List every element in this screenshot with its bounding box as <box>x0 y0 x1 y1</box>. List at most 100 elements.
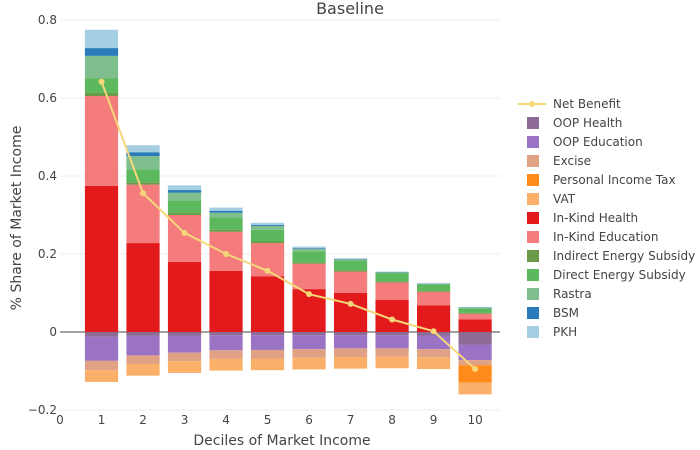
bar-vat <box>250 358 285 371</box>
bar-excise <box>375 348 409 357</box>
legend-item-oop-education[interactable]: OOP Education <box>527 135 643 149</box>
bar-vat <box>292 357 326 370</box>
legend-swatch <box>527 136 539 148</box>
legend-item-oop-health[interactable]: OOP Health <box>527 116 622 130</box>
bar-in-kind-education <box>375 282 409 301</box>
legend-label: In-Kind Education <box>553 230 658 244</box>
bar-pkh <box>209 207 243 211</box>
legend-label: PKH <box>553 325 577 339</box>
bar-rastra <box>84 55 119 79</box>
y-tick-label: 0 <box>49 325 57 339</box>
legend-label: In-Kind Health <box>553 211 638 225</box>
legend-item-direct-energy-subsidy[interactable]: Direct Energy Subsidy <box>527 268 686 282</box>
bar-rastra <box>250 225 285 230</box>
legend-item-in-kind-education[interactable]: In-Kind Education <box>527 230 658 244</box>
net-benefit-point <box>264 267 271 274</box>
net-benefit-point <box>472 366 479 373</box>
x-tick-label: 8 <box>388 413 396 427</box>
legend-marker <box>529 101 535 107</box>
x-tick-label: 4 <box>222 413 230 427</box>
bar-indirect-energy-subsidy <box>84 92 119 97</box>
bar-bsm <box>84 48 119 56</box>
bar-direct-energy-subsidy <box>416 284 451 291</box>
bar-in-kind-health <box>84 185 119 332</box>
bar-excise <box>292 349 326 358</box>
x-axis-ticks: 0 1 2 3 4 5 6 7 8 9 10 <box>56 413 483 427</box>
net-benefit-line <box>98 78 479 373</box>
legend-swatch <box>527 307 539 319</box>
y-tick-label: 0.2 <box>38 247 57 261</box>
legend-item-net-benefit[interactable]: Net Benefit <box>518 97 621 111</box>
bar-in-kind-health <box>167 261 202 332</box>
bar-indirect-energy-subsidy <box>416 290 451 292</box>
bar-excise <box>84 360 119 371</box>
legend-item-indirect-energy-subsidy[interactable]: Indirect Energy Subsidy <box>527 249 695 263</box>
legend-swatch <box>527 117 539 129</box>
legend-item-in-kind-health[interactable]: In-Kind Health <box>527 211 638 225</box>
legend-label: Direct Energy Subsidy <box>553 268 686 282</box>
bar-oop-education <box>458 344 492 361</box>
legend-swatch <box>527 326 539 338</box>
bar-indirect-energy-subsidy <box>375 281 409 283</box>
bar-personal-income-tax <box>458 365 492 383</box>
bar-in-kind-health <box>458 319 492 332</box>
bar-oop-education <box>333 335 368 349</box>
y-axis-title: % Share of Market Income <box>9 126 25 311</box>
net-benefit-point <box>181 229 188 236</box>
bar-oop-health <box>375 332 409 336</box>
legend-swatch <box>527 174 539 186</box>
legend-label: OOP Education <box>553 135 643 149</box>
net-benefit-point <box>223 251 230 257</box>
legend-item-bsm[interactable]: BSM <box>527 306 579 320</box>
legend-swatch <box>527 288 539 300</box>
bar-oop-education <box>292 335 326 350</box>
bar-indirect-energy-subsidy <box>333 270 368 272</box>
bar-pkh <box>126 145 160 153</box>
legend-swatch <box>527 193 539 205</box>
legend-item-rastra[interactable]: Rastra <box>527 287 592 301</box>
net-benefit-point <box>347 300 354 307</box>
bar-in-kind-health <box>126 243 160 332</box>
bar-direct-energy-subsidy <box>292 251 326 263</box>
x-tick-label: 2 <box>139 413 147 427</box>
bar-bsm <box>250 224 285 226</box>
bar-in-kind-education <box>333 271 368 293</box>
x-tick-label: 5 <box>264 413 272 427</box>
y-tick-label: −0.2 <box>28 403 57 417</box>
net-benefit-path <box>100 81 476 370</box>
bar-vat <box>126 363 160 376</box>
bar-excise <box>416 349 451 358</box>
legend-item-personal-income-tax[interactable]: Personal Income Tax <box>527 173 676 187</box>
bar-rastra <box>333 259 368 262</box>
net-benefit-point <box>98 78 105 85</box>
bar-vat <box>458 382 492 395</box>
bar-excise <box>209 350 243 359</box>
legend-item-excise[interactable]: Excise <box>527 154 591 168</box>
legend-label: Rastra <box>553 287 592 301</box>
x-axis-title: Deciles of Market Income <box>193 433 370 449</box>
bar-oop-education <box>167 335 202 353</box>
bar-in-kind-education <box>292 263 326 290</box>
bar-in-kind-health <box>333 293 368 332</box>
bar-oop-education <box>84 336 119 361</box>
bar-indirect-energy-subsidy <box>458 312 492 314</box>
bar-direct-energy-subsidy <box>250 229 285 242</box>
bar-direct-energy-subsidy <box>458 308 492 313</box>
legend-item-pkh[interactable]: PKH <box>527 325 577 339</box>
bar-oop-health <box>167 332 202 336</box>
bar-rastra <box>167 192 202 201</box>
legend-label: BSM <box>553 306 579 320</box>
x-tick-label: 3 <box>181 413 189 427</box>
legend: Net Benefit OOP Health OOP Education Excise… <box>518 97 695 339</box>
bar-oop-education <box>375 335 409 349</box>
bar-direct-energy-subsidy <box>333 261 368 271</box>
bar-pkh <box>333 258 368 260</box>
bar-excise <box>458 360 492 366</box>
legend-label: Excise <box>553 154 591 168</box>
net-benefit-point <box>430 328 437 335</box>
bar-excise <box>333 348 368 357</box>
x-tick-label: 7 <box>347 413 355 427</box>
legend-item-vat[interactable]: VAT <box>527 192 576 206</box>
legend-label: VAT <box>553 192 576 206</box>
